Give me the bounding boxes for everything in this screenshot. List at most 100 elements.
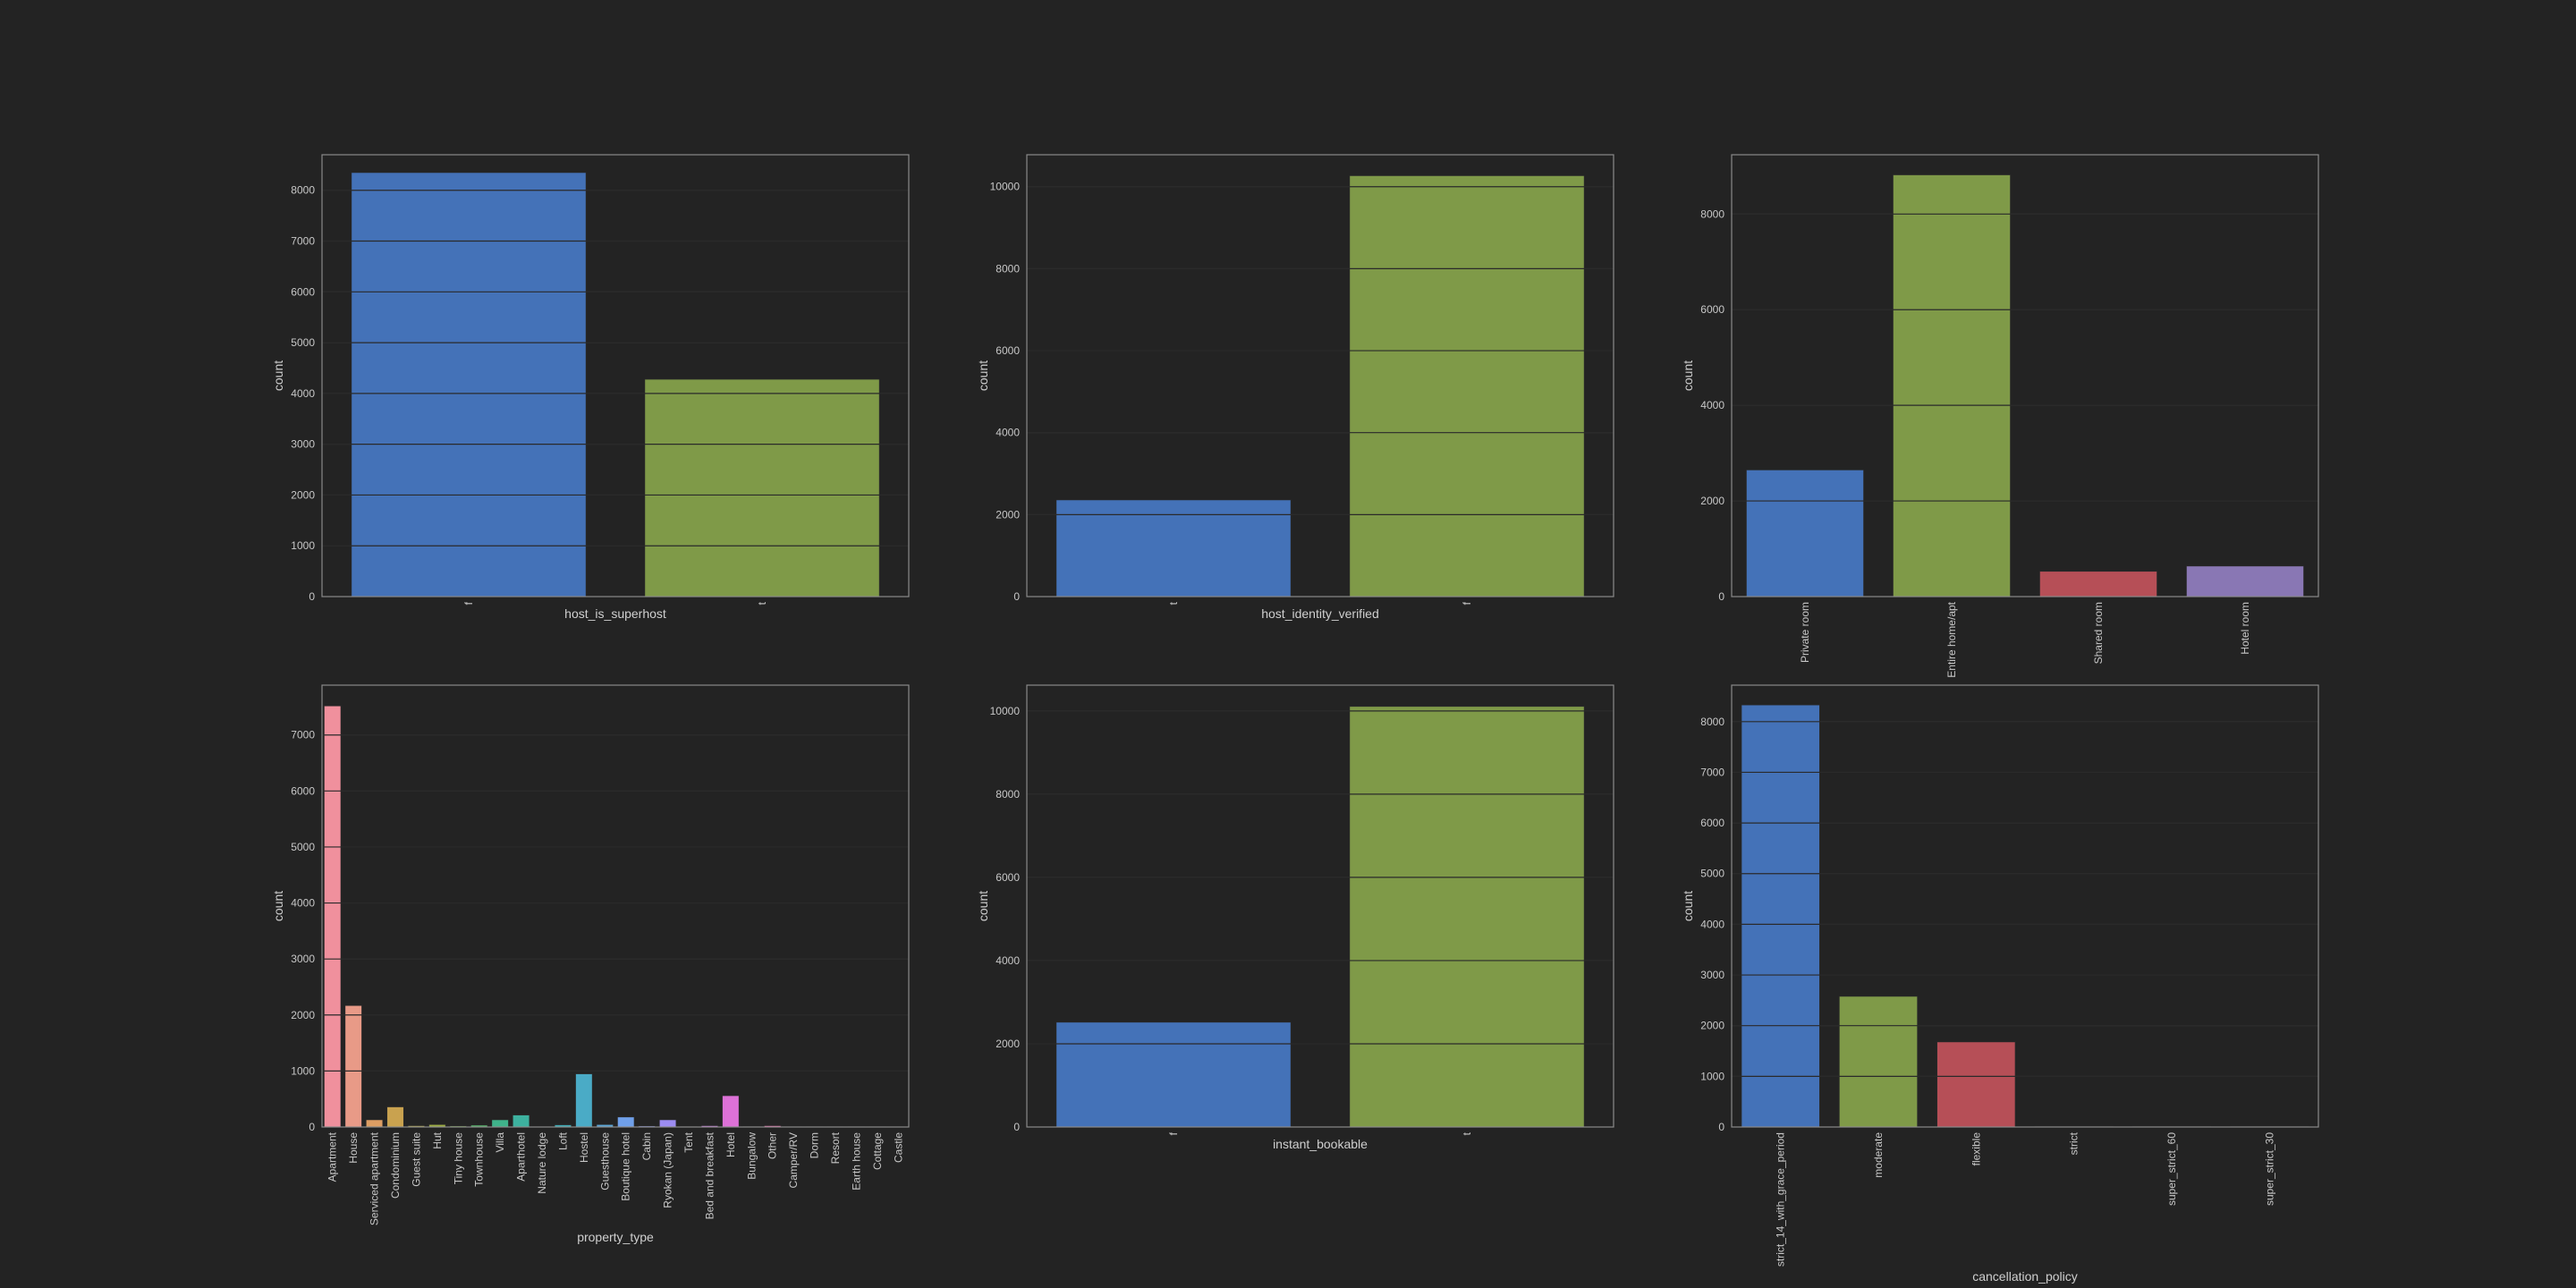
x-tick-label: Hotel: [724, 1132, 737, 1157]
axes-frame: [1731, 684, 2319, 1128]
axes-frame: [1026, 154, 1614, 597]
y-tick-label: 5000: [1700, 868, 1724, 880]
y-axis-label: count: [271, 360, 285, 391]
bar-f: [1349, 174, 1585, 597]
chart-4: 0 1000 2000 3000 4000 5000 6000 7000 Apartment Ho…: [271, 684, 910, 1244]
y-tick-label: 1000: [291, 539, 315, 552]
y-tick-label: 8000: [1700, 208, 1724, 220]
bar-strict-14-with-grace-period: [1741, 704, 1820, 1128]
x-tick-label: f: [462, 601, 475, 605]
x-tick-label: Apartment: [326, 1131, 339, 1182]
bar-f: [351, 172, 587, 597]
bar-villa: [491, 1119, 509, 1128]
y-tick-label: 0: [309, 1121, 315, 1133]
x-tick-label: moderate: [1872, 1132, 1885, 1178]
y-axis-label: count: [1681, 891, 1695, 921]
x-tick-label: Hostel: [578, 1132, 590, 1163]
y-tick-label: 10000: [990, 181, 1021, 193]
x-tick-label: Cottage: [871, 1132, 884, 1170]
x-tick-label: Other: [767, 1132, 779, 1159]
x-tick-label: Shared room: [2092, 602, 2105, 664]
axes-frame: [1731, 154, 2319, 597]
y-tick-label: 6000: [996, 344, 1020, 357]
bar-hotel-room: [2185, 565, 2304, 597]
axes-frame: [321, 684, 910, 1128]
chart-3: 0 2000 4000 6000 8000 Private room Entire home…: [1681, 154, 2319, 678]
x-tick-label: t: [1167, 601, 1180, 605]
y-axis-label: count: [976, 891, 990, 921]
y-tick-label: 4000: [1700, 399, 1724, 411]
y-tick-label: 0: [1718, 590, 1724, 603]
y-tick-label: 1000: [291, 1064, 315, 1077]
axes-frame: [1026, 684, 1614, 1128]
y-tick-label: 4000: [996, 427, 1020, 439]
y-tick-label: 0: [1013, 1121, 1020, 1133]
x-tick-label: super_strict_60: [2165, 1132, 2178, 1206]
x-tick-label: f: [1167, 1131, 1180, 1135]
y-tick-label: 0: [309, 590, 315, 603]
x-tick-label: Condominium: [389, 1132, 402, 1199]
y-tick-label: 2000: [996, 508, 1020, 521]
y-tick-label: 2000: [1700, 1020, 1724, 1032]
axes-frame: [321, 154, 910, 597]
x-tick-label: Guesthouse: [598, 1132, 611, 1191]
x-tick-label: Castle: [892, 1132, 904, 1163]
x-tick-label: Hotel room: [2239, 602, 2251, 655]
x-tick-label: flexible: [1970, 1132, 1982, 1166]
bar-entire-home-apt: [1892, 174, 2011, 597]
y-tick-label: 5000: [291, 841, 315, 853]
x-tick-label: Tiny house: [452, 1132, 464, 1185]
chart-5: 0 2000 4000 6000 8000 10000 f t count instant_boo…: [976, 684, 1614, 1151]
bar-serviced-apartment: [365, 1119, 384, 1128]
y-tick-label: 3000: [1700, 969, 1724, 981]
x-tick-label: Camper/RV: [787, 1132, 800, 1188]
bar-boutique-hotel: [616, 1116, 635, 1128]
bar-t: [1055, 499, 1292, 597]
x-tick-label: strict: [2068, 1131, 2080, 1155]
y-axis-label: count: [1681, 360, 1695, 391]
y-tick-label: 4000: [291, 387, 315, 400]
y-tick-label: 3000: [291, 438, 315, 451]
x-tick-label: Cabin: [640, 1132, 653, 1160]
bar-aparthotel: [512, 1114, 530, 1128]
bar-t: [1349, 706, 1585, 1128]
y-tick-label: 6000: [1700, 817, 1724, 829]
y-tick-label: 8000: [996, 262, 1020, 275]
bar-house: [344, 1004, 362, 1128]
x-tick-label: Villa: [494, 1132, 506, 1153]
x-tick-label: Earth house: [850, 1132, 862, 1191]
y-tick-label: 3000: [291, 953, 315, 965]
x-tick-label: t: [1461, 1131, 1473, 1135]
x-tick-label: Townhouse: [473, 1132, 486, 1187]
x-tick-label: Bungalow: [745, 1132, 758, 1180]
x-tick-label: House: [347, 1132, 360, 1164]
y-tick-label: 10000: [990, 705, 1021, 717]
bar-hotel: [722, 1095, 740, 1128]
x-tick-label: Aparthotel: [515, 1132, 528, 1182]
y-tick-label: 2000: [996, 1038, 1020, 1050]
y-tick-label: 0: [1013, 590, 1020, 603]
x-tick-label: Private room: [1799, 602, 1811, 663]
y-tick-label: 2000: [291, 1009, 315, 1021]
bar-private-room: [1746, 469, 1865, 597]
x-tick-label: t: [756, 601, 768, 605]
x-tick-label: Tent: [682, 1131, 695, 1152]
y-tick-label: 6000: [291, 285, 315, 298]
x-axis-label: host_identity_verified: [1261, 606, 1379, 621]
y-axis-label: count: [976, 360, 990, 391]
bar-flexible: [1936, 1041, 2016, 1128]
chart-6: 0 1000 2000 3000 4000 5000 6000 7000 8000 strict_…: [1681, 684, 2319, 1284]
x-tick-label: strict_14_with_grace_period: [1775, 1132, 1787, 1267]
x-axis-label: cancellation_policy: [1972, 1269, 2078, 1284]
bar-ryokan-japan-: [658, 1119, 677, 1128]
x-tick-label: Bed and breakfast: [703, 1131, 716, 1219]
y-tick-label: 4000: [291, 897, 315, 910]
x-tick-label: Dorm: [809, 1132, 821, 1158]
x-tick-label: Boutique hotel: [620, 1132, 632, 1201]
x-tick-label: super_strict_30: [2263, 1132, 2275, 1206]
y-tick-label: 0: [1718, 1121, 1724, 1133]
y-tick-label: 2000: [1700, 495, 1724, 507]
y-tick-label: 4000: [1700, 918, 1724, 930]
bar-f: [1055, 1021, 1292, 1128]
